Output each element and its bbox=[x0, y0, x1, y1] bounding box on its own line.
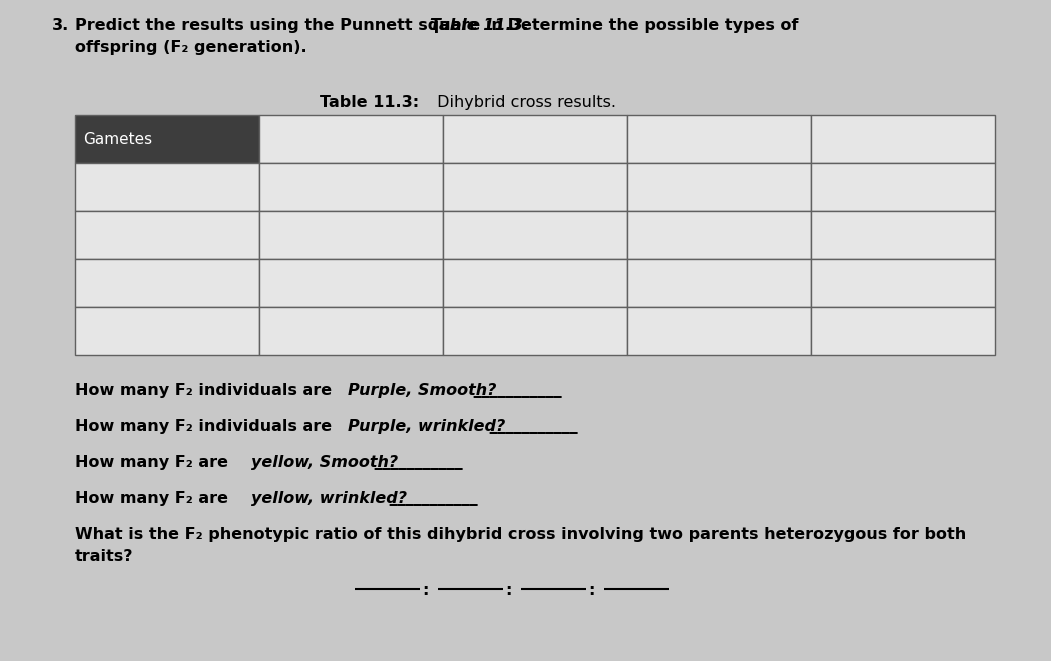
Text: ___________: ___________ bbox=[384, 491, 477, 506]
Bar bbox=[444, 115, 627, 163]
Text: offspring (F₂ generation).: offspring (F₂ generation). bbox=[75, 40, 307, 55]
Text: Purple, Smooth?: Purple, Smooth? bbox=[348, 383, 496, 398]
Text: Gametes: Gametes bbox=[83, 132, 152, 147]
Bar bbox=[259, 163, 444, 211]
Text: Table 11.3:: Table 11.3: bbox=[321, 95, 419, 110]
Text: Dihybrid cross results.: Dihybrid cross results. bbox=[432, 95, 616, 110]
Bar bbox=[444, 259, 627, 307]
Bar bbox=[444, 163, 627, 211]
Bar bbox=[627, 163, 811, 211]
Text: How many F₂ are: How many F₂ are bbox=[75, 455, 233, 470]
Bar bbox=[75, 259, 259, 307]
Bar bbox=[444, 307, 627, 355]
Text: traits?: traits? bbox=[75, 549, 133, 564]
Text: ___________: ___________ bbox=[468, 383, 561, 398]
Text: Determine the possible types of: Determine the possible types of bbox=[502, 18, 799, 33]
Bar bbox=[627, 259, 811, 307]
Text: Table 11.3.: Table 11.3. bbox=[430, 18, 529, 33]
Bar bbox=[259, 307, 444, 355]
Text: 3.: 3. bbox=[51, 18, 69, 33]
Text: Predict the results using the Punnett square in: Predict the results using the Punnett sq… bbox=[75, 18, 509, 33]
Bar bbox=[259, 259, 444, 307]
Bar bbox=[811, 163, 995, 211]
Bar bbox=[811, 259, 995, 307]
Bar bbox=[259, 115, 444, 163]
Text: ___________: ___________ bbox=[369, 455, 462, 470]
Text: How many F₂ individuals are: How many F₂ individuals are bbox=[75, 419, 337, 434]
Text: :: : bbox=[504, 583, 512, 598]
Bar bbox=[75, 163, 259, 211]
Bar bbox=[811, 307, 995, 355]
Text: Purple, wrinkled?: Purple, wrinkled? bbox=[348, 419, 506, 434]
Text: ___________: ___________ bbox=[485, 419, 578, 434]
Text: How many F₂ are: How many F₂ are bbox=[75, 491, 233, 506]
Text: :: : bbox=[423, 583, 429, 598]
Bar bbox=[627, 211, 811, 259]
Text: What is the F₂ phenotypic ratio of this dihybrid cross involving two parents het: What is the F₂ phenotypic ratio of this … bbox=[75, 527, 966, 542]
Text: How many F₂ individuals are: How many F₂ individuals are bbox=[75, 383, 337, 398]
Bar bbox=[627, 307, 811, 355]
Text: :: : bbox=[588, 583, 595, 598]
Bar bbox=[75, 211, 259, 259]
Bar bbox=[75, 307, 259, 355]
Bar bbox=[75, 115, 259, 163]
Bar bbox=[811, 211, 995, 259]
Bar bbox=[259, 211, 444, 259]
Bar bbox=[811, 115, 995, 163]
Text: yellow, wrinkled?: yellow, wrinkled? bbox=[251, 491, 407, 506]
Bar bbox=[444, 211, 627, 259]
Text: yellow, Smooth?: yellow, Smooth? bbox=[251, 455, 398, 470]
Bar bbox=[627, 115, 811, 163]
